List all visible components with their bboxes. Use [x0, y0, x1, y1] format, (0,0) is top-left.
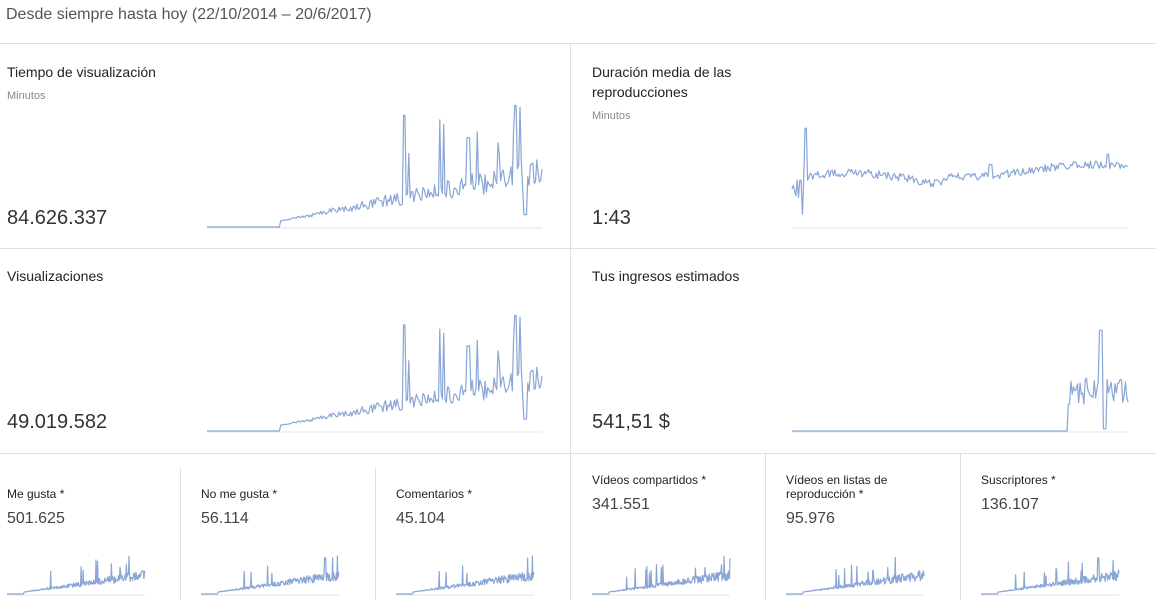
subscribers-sparkline	[980, 557, 1120, 596]
views-title: Visualizaciones	[7, 268, 104, 284]
watch-time-unit: Minutos	[7, 90, 46, 102]
dislikes-card[interactable]: No me gusta * 56.114	[180, 468, 375, 600]
views-card[interactable]: Visualizaciones 49.019.582	[0, 249, 570, 454]
comments-title: Comentarios *	[396, 487, 473, 501]
revenue-title: Tus ingresos estimados	[592, 268, 740, 284]
dislikes-sparkline	[200, 555, 340, 596]
shares-title: Vídeos compartidos *	[592, 473, 707, 487]
views-sparkline	[207, 314, 543, 433]
avg-duration-value: 1:43	[592, 207, 631, 229]
playlists-sparkline	[785, 556, 925, 596]
watch-time-card[interactable]: Tiempo de visualización Minutos 84.626.3…	[0, 44, 570, 249]
sparkline-series	[792, 329, 1129, 432]
watch-time-value: 84.626.337	[7, 207, 108, 229]
date-range-header: Desde siempre hasta hoy (22/10/2014 – 20…	[0, 0, 1156, 44]
shares-value: 341.551	[592, 496, 650, 513]
playlists-value: 95.976	[786, 510, 835, 527]
dislikes-title: No me gusta *	[201, 487, 278, 501]
revenue-sparkline	[792, 329, 1129, 433]
comments-card[interactable]: Comentarios * 45.104	[375, 468, 570, 600]
playlists-title: Vídeos en listas de reproducción *	[786, 473, 888, 501]
sparkline-series	[785, 556, 925, 595]
avg-duration-sparkline	[791, 127, 1129, 229]
sparkline-series	[980, 557, 1120, 595]
revenue-value: 541,51 $	[592, 411, 670, 433]
sparkline-series	[791, 127, 1129, 215]
likes-sparkline	[6, 555, 146, 596]
comments-value: 45.104	[396, 510, 445, 527]
date-range-label: Desde siempre hasta hoy (22/10/2014 – 20…	[6, 6, 372, 23]
sparkline-series	[395, 555, 535, 595]
sparkline-series	[207, 104, 543, 228]
sparkline-series	[6, 555, 146, 595]
avg-duration-title: Duración media de las reproducciones	[592, 64, 732, 100]
comments-sparkline	[395, 555, 535, 596]
sparkline-series	[591, 555, 731, 595]
watch-time-title: Tiempo de visualización	[7, 64, 156, 80]
avg-duration-unit: Minutos	[592, 110, 631, 122]
likes-card[interactable]: Me gusta * 501.625	[0, 454, 180, 600]
playlists-card[interactable]: Vídeos en listas de reproducción * 95.97…	[765, 454, 960, 600]
likes-title: Me gusta *	[7, 487, 65, 501]
subscribers-card[interactable]: Suscriptores * 136.107	[960, 454, 1156, 600]
sparkline-series	[207, 314, 543, 432]
revenue-card[interactable]: Tus ingresos estimados 541,51 $	[570, 249, 1156, 454]
sparkline-series	[200, 555, 340, 595]
views-value: 49.019.582	[7, 411, 108, 433]
shares-card[interactable]: Vídeos compartidos * 341.551	[570, 454, 765, 600]
dislikes-value: 56.114	[201, 510, 249, 527]
shares-sparkline	[591, 555, 731, 596]
subscribers-title: Suscriptores *	[981, 473, 1056, 487]
subscribers-value: 136.107	[981, 496, 1039, 513]
likes-value: 501.625	[7, 510, 65, 527]
avg-duration-card[interactable]: Duración media de las reproducciones Min…	[570, 44, 1156, 249]
watch-time-sparkline	[207, 104, 543, 229]
